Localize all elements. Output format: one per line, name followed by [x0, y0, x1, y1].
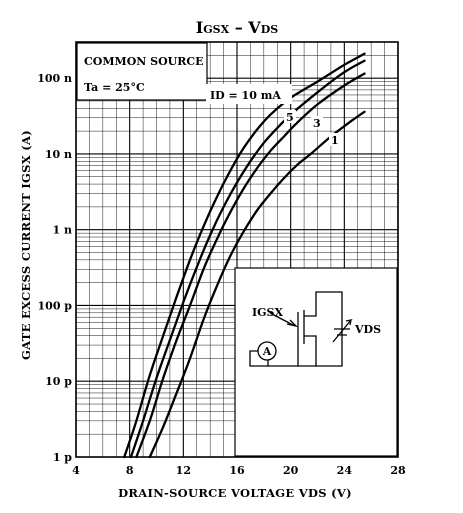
- y-tick-label: 1 p: [53, 451, 72, 464]
- y-tick-labels: 1 p 10 p 100 p 1 n 10 n 100 n: [37, 72, 72, 464]
- series-line-unlabeled-1: [129, 59, 366, 459]
- curves: [123, 52, 366, 459]
- y-tick-label: 100 n: [37, 72, 72, 85]
- series-label-bg: [284, 110, 296, 123]
- x-tick-label: 8: [126, 464, 134, 477]
- condition-ta: Ta = 25°C: [84, 81, 145, 94]
- curve-labels: 5 31: [284, 110, 341, 147]
- y-tick-label: 10 p: [45, 375, 72, 388]
- circuit-meter-label: A: [262, 345, 272, 358]
- y-tick-label: 100 p: [38, 299, 73, 312]
- series-label: 3: [313, 117, 321, 130]
- x-axis-label: DRAIN-SOURCE VOLTAGE VDS (V): [118, 486, 352, 500]
- x-tick-label: 16: [229, 464, 245, 477]
- plot-frame: [75, 41, 399, 458]
- y-tick-label: 10 n: [45, 148, 72, 161]
- id-label: ID = 10 mA: [210, 89, 281, 102]
- series-label: 5: [286, 111, 294, 124]
- chart-title: IGSX – VDS: [196, 18, 278, 37]
- series-label-bg: [311, 116, 323, 129]
- series-label: 1: [331, 134, 339, 147]
- y-axis-label: GATE EXCESS CURRENT IGSX (A): [19, 130, 33, 360]
- condition-box: [76, 42, 208, 101]
- x-tick-labels: 4 8 12 16 20 24 28: [72, 464, 406, 477]
- series-label-bg: [329, 133, 341, 146]
- x-tick-label: 4: [72, 464, 80, 477]
- condition-common-source: COMMON SOURCE: [84, 55, 204, 68]
- y-tick-label: 1 n: [53, 224, 72, 237]
- x-tick-label: 20: [283, 464, 299, 477]
- circuit-vds-label: VDS: [354, 323, 381, 336]
- id-label-bg: [206, 84, 292, 104]
- series-line-5: [123, 52, 366, 459]
- x-tick-label: 24: [337, 464, 353, 477]
- series-line-3: [135, 72, 366, 459]
- x-tick-label: 28: [390, 464, 406, 477]
- x-tick-label: 12: [176, 464, 191, 477]
- series-line-1: [148, 110, 366, 459]
- test-circuit: IGSX A VDS: [249, 291, 381, 367]
